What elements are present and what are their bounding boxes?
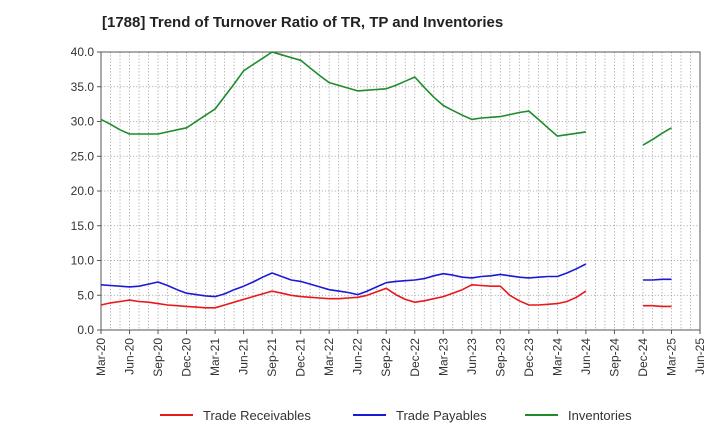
legend-label-trade-payables: Trade Payables — [396, 408, 487, 423]
y-tick-label: 5.0 — [77, 288, 94, 302]
x-tick-label: Dec-23 — [522, 338, 536, 377]
x-tick-label: Mar-25 — [664, 338, 678, 376]
legend-label-inventories: Inventories — [568, 408, 632, 423]
series-line-trade-receivables — [643, 304, 672, 308]
x-tick-label: Mar-22 — [322, 338, 336, 376]
x-tick-label: Jun-21 — [237, 338, 251, 375]
legend-label-trade-receivables: Trade Receivables — [203, 408, 311, 423]
y-tick-label: 0.0 — [77, 323, 94, 337]
x-tick-label: Dec-20 — [180, 338, 194, 377]
series-line-trade-payables — [100, 263, 587, 298]
x-tick-label: Jun-20 — [123, 338, 137, 375]
series-line-trade-payables — [643, 278, 672, 281]
x-tick-label: Sep-23 — [493, 338, 507, 377]
series-line-inventories — [642, 127, 672, 146]
x-tick-label: Dec-22 — [408, 338, 422, 377]
chart-title: [1788] Trend of Turnover Ratio of TR, TP… — [102, 14, 504, 31]
x-tick-label: Sep-21 — [265, 338, 279, 377]
y-tick-label: 30.0 — [71, 115, 95, 129]
x-tick-label: Dec-21 — [294, 338, 308, 377]
y-tick-label: 20.0 — [71, 184, 95, 198]
x-tick-label: Sep-24 — [607, 338, 621, 377]
x-tick-label: Jun-22 — [351, 338, 365, 375]
x-tick-label: Mar-20 — [94, 338, 108, 376]
x-tick-label: Jun-23 — [465, 338, 479, 375]
x-tick-label: Jun-24 — [579, 338, 593, 375]
y-tick-label: 15.0 — [71, 219, 95, 233]
x-tick-label: Mar-23 — [436, 338, 450, 376]
x-tick-label: Sep-22 — [379, 338, 393, 377]
y-tick-label: 40.0 — [71, 45, 95, 59]
series-line-inventories — [100, 51, 587, 137]
series-line-trade-receivables — [100, 284, 587, 309]
x-tick-label: Dec-24 — [636, 338, 650, 377]
x-tick-label: Mar-24 — [550, 338, 564, 376]
x-tick-label: Sep-20 — [151, 338, 165, 377]
x-tick-label: Jun-25 — [693, 338, 707, 375]
y-tick-label: 35.0 — [71, 80, 95, 94]
y-tick-label: 10.0 — [71, 254, 95, 268]
x-tick-label: Mar-21 — [208, 338, 222, 376]
y-tick-label: 25.0 — [71, 149, 95, 163]
